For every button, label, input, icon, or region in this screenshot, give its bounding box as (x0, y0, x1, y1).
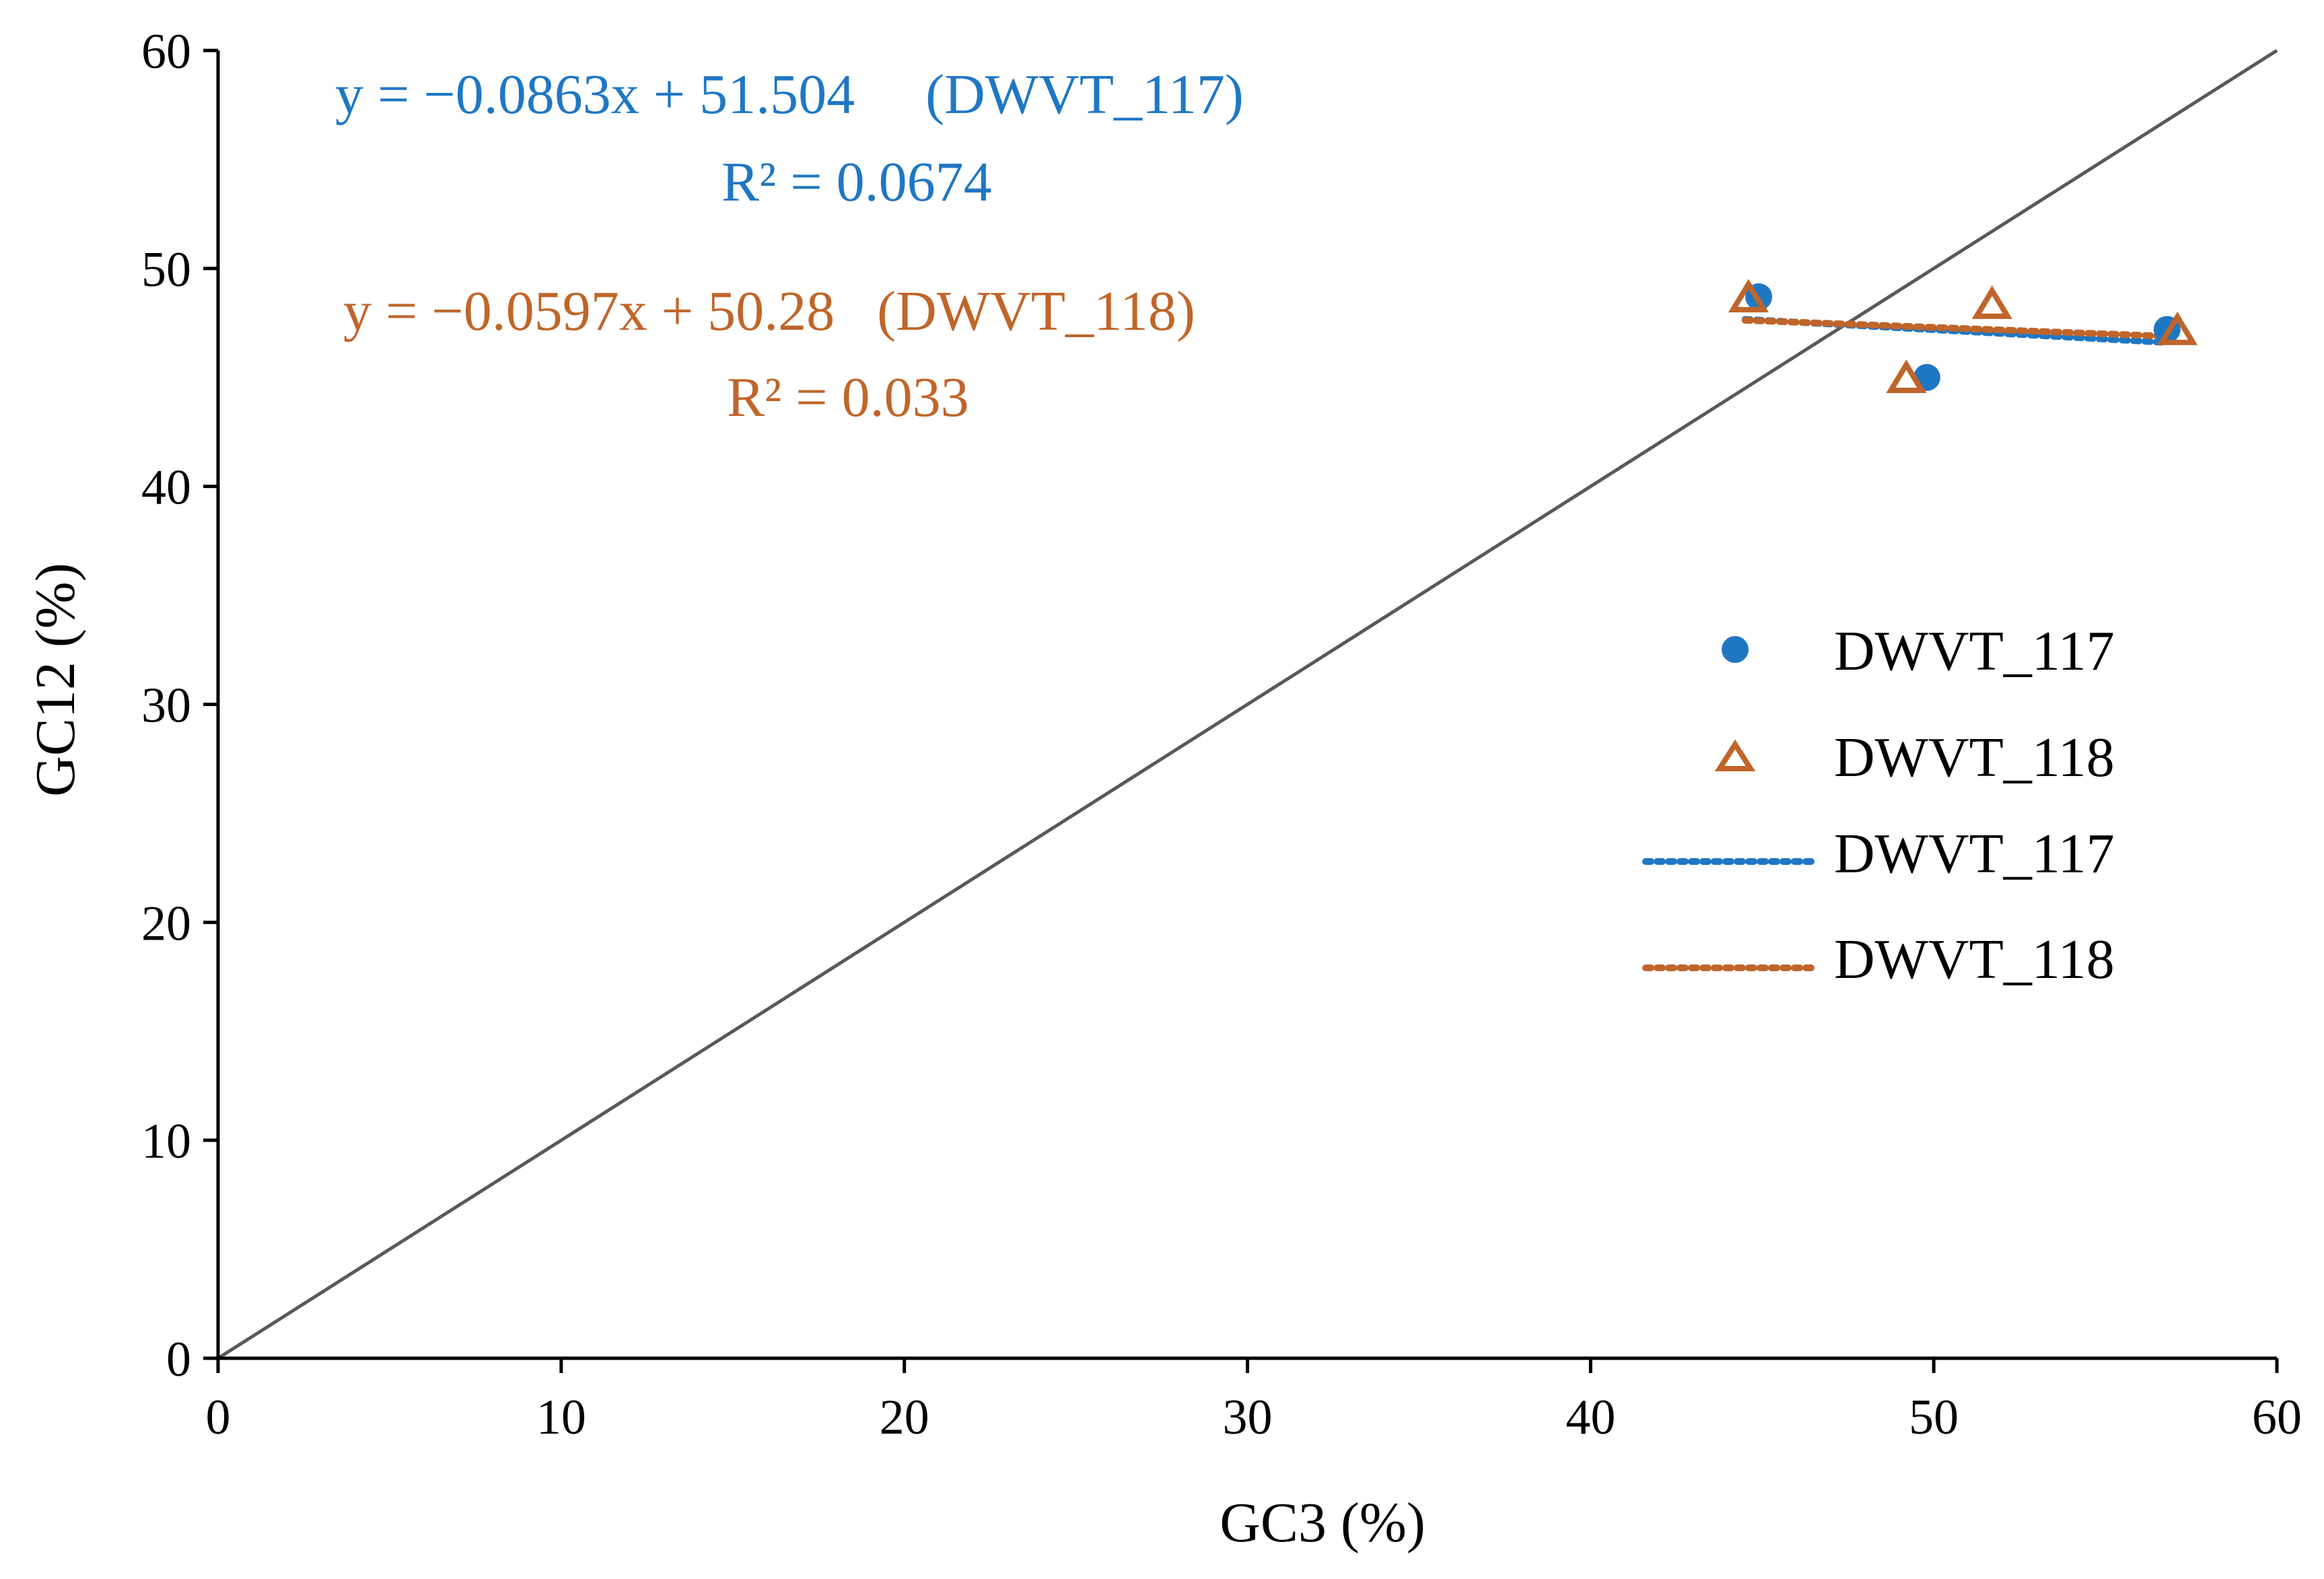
trendline-equation-dwvt-117: y = −0.0863x + 51.504 (DWVT_117) (335, 63, 1244, 126)
y-axis-ticks: 0 10 20 30 40 50 60 (141, 24, 218, 1387)
x-axis-title: GC3 (%) (1220, 1492, 1425, 1554)
y-tick-label: 60 (141, 24, 191, 79)
x-tick-label: 0 (206, 1390, 231, 1445)
legend-marker-dwvt-117 (1722, 636, 1749, 663)
x-tick-label: 20 (880, 1390, 929, 1445)
data-point-dwvt-118 (2157, 312, 2198, 345)
y-tick-label: 0 (166, 1332, 191, 1387)
y-tick-label: 50 (141, 242, 191, 297)
reference-line-y-equals-x (217, 48, 2278, 1360)
y-tick-label: 40 (141, 460, 191, 516)
data-point-dwvt-118 (1971, 285, 2012, 319)
x-tick-label: 10 (536, 1390, 586, 1445)
trendline-r2-dwvt-117: R² = 0.0674 (721, 151, 992, 213)
trendline-dwvt-118 (1741, 316, 2181, 341)
y-tick-label: 10 (141, 1114, 191, 1169)
legend: DWVT_117 DWVT_118 DWVT_117 DWVT_118 (1642, 620, 2115, 991)
x-tick-label: 40 (1565, 1390, 1615, 1445)
legend-label-dwvt-118-trendline: DWVT_118 (1834, 928, 2115, 991)
data-points-layer (1728, 279, 2198, 393)
reference-line-layer (217, 48, 2278, 1360)
x-tick-label: 30 (1223, 1390, 1273, 1445)
x-axis-ticks: 0 10 20 30 40 50 60 (206, 1358, 2302, 1445)
x-tick-label: 50 (1909, 1390, 1959, 1445)
x-tick-label: 60 (2252, 1390, 2302, 1445)
legend-label-dwvt-117-trendline: DWVT_117 (1834, 822, 2115, 885)
y-tick-label: 30 (141, 678, 191, 734)
legend-label-dwvt-118-points: DWVT_118 (1834, 726, 2115, 789)
data-point-dwvt-118 (1886, 359, 1927, 393)
trendline-layer (1741, 316, 2181, 346)
data-point-dwvt-118 (1728, 279, 1769, 313)
legend-marker-dwvt-118 (1714, 739, 1756, 771)
legend-label-dwvt-117-points: DWVT_117 (1834, 620, 2115, 682)
y-tick-label: 20 (141, 896, 191, 951)
trendline-r2-dwvt-118: R² = 0.033 (727, 366, 969, 429)
y-axis-title: GC12 (%) (24, 563, 87, 797)
trendline-equation-dwvt-118: y = −0.0597x + 50.28 (DWVT_118) (343, 280, 1195, 343)
